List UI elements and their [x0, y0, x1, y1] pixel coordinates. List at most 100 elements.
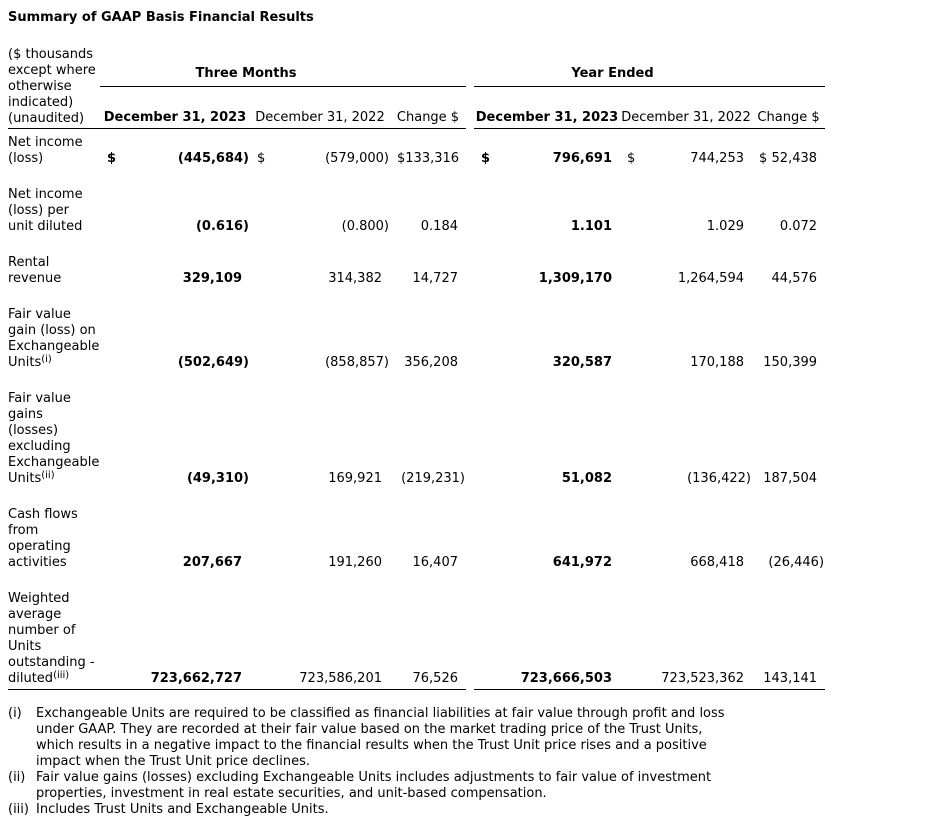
value-text: 191,260 — [328, 555, 382, 570]
value-cell: 169,921 — [250, 371, 390, 487]
footnote-marker: (ii) — [8, 770, 26, 785]
value-cell: (26,446) — [752, 487, 825, 571]
value-text: 170,188 — [690, 355, 744, 370]
value-text: 187,504 — [763, 471, 818, 486]
value-cell: (0.800) — [250, 167, 390, 235]
footnote-marker: (iii) — [8, 802, 29, 817]
column-header-ye-2023: December 31, 2023 — [474, 86, 620, 129]
group-header-three-months: Three Months — [100, 41, 466, 87]
value-cell: 150,399 — [752, 287, 825, 371]
table-row: Cash flows from operating activities 207,… — [8, 487, 825, 571]
value-text: 207,667 — [182, 555, 242, 570]
value-cell: 44,576 — [752, 235, 825, 287]
value-text: 51,082 — [561, 471, 612, 486]
value-text: (502,649) — [177, 355, 249, 370]
value-text: 723,666,503 — [520, 671, 612, 686]
value-cell: 0.072 — [752, 167, 825, 235]
value-text: 723,662,727 — [150, 671, 242, 686]
value-cell: 356,208 — [390, 287, 466, 371]
value-text: (26,446) — [768, 555, 825, 570]
footnote-text: Fair value gains (losses) excluding Exch… — [36, 770, 712, 801]
value-cell: 1,264,594 — [620, 235, 752, 287]
column-header-ye-2022: December 31, 2022 — [620, 86, 752, 129]
column-header-tm-change: Change $ — [390, 86, 466, 129]
value-text: 1.101 — [570, 219, 612, 234]
column-gap — [466, 235, 474, 287]
value-cell: 143,141 — [752, 571, 826, 690]
value-cell: 314,382 — [250, 235, 390, 287]
value-text: 356,208 — [404, 355, 458, 370]
value-text: 796,691 — [552, 151, 612, 166]
row-label: Fair value gain (loss) on Exchangeable U… — [8, 307, 100, 370]
row-label: Net income (loss) — [8, 135, 83, 166]
value-text: (136,422) — [687, 471, 751, 486]
value-cell: 191,260 — [250, 487, 390, 571]
column-gap — [466, 571, 474, 690]
value-text: 329,109 — [182, 271, 242, 286]
column-gap — [466, 129, 474, 168]
page-title: Summary of GAAP Basis Financial Results — [8, 10, 314, 25]
value-text: (0.800) — [341, 219, 389, 234]
footnotes: (i) Exchangeable Units are required to be… — [8, 706, 930, 818]
group-header-year-ended: Year Ended — [474, 41, 826, 87]
currency-symbol: $ — [627, 151, 636, 166]
value-cell: (136,422) — [620, 371, 752, 487]
value-text: (0.616) — [195, 219, 249, 234]
value-cell: 723,586,201 — [250, 571, 390, 690]
row-label: Cash flows from operating activities — [8, 507, 78, 570]
value-cell: $52,438 — [752, 129, 825, 168]
row-label: Weighted average number of Units outstan… — [8, 571, 100, 690]
value-text: 723,523,362 — [661, 671, 744, 686]
value-text: 723,586,201 — [299, 671, 382, 686]
footnote-reference: (iii) — [53, 670, 70, 681]
column-gap — [466, 41, 474, 129]
column-header-ye-change: Change $ — [752, 86, 826, 129]
footnote-reference: (i) — [41, 354, 52, 365]
value-cell: 641,972 — [474, 487, 620, 571]
value-cell: 1.029 — [620, 167, 752, 235]
value-cell: 668,418 — [620, 487, 752, 571]
table-row: Rental revenue 329,109 314,382 14,727 1,309,… — [8, 235, 825, 287]
value-cell: 723,662,727 — [100, 571, 250, 690]
value-text: (858,857) — [325, 355, 389, 370]
value-text: 150,399 — [763, 355, 818, 370]
value-text: 320,587 — [552, 355, 612, 370]
value-cell: 170,188 — [620, 287, 752, 371]
value-text: 641,972 — [552, 555, 612, 570]
value-cell: 51,082 — [474, 371, 620, 487]
value-text: 1.029 — [706, 219, 744, 234]
value-cell: (219,231) — [390, 371, 466, 487]
value-cell: 320,587 — [474, 287, 620, 371]
value-text: 0.184 — [420, 219, 458, 234]
table-row: Net income (loss) per unit diluted (0.616… — [8, 167, 825, 235]
value-text: 169,921 — [328, 471, 382, 486]
value-cell: (502,649) — [100, 287, 250, 371]
value-cell: 76,526 — [390, 571, 466, 690]
value-cell: $ (579,000) — [250, 129, 390, 168]
value-cell: $ (445,684) — [100, 129, 250, 168]
row-label: Fair value gains (losses) excluding Exch… — [8, 391, 100, 486]
currency-symbol: $ — [397, 151, 406, 166]
value-cell: $133,316 — [390, 129, 466, 168]
table-row: Weighted average number of Units outstan… — [8, 571, 826, 690]
value-text: 16,407 — [412, 555, 459, 570]
column-gap — [466, 487, 474, 571]
value-text: 143,141 — [763, 671, 818, 686]
currency-symbol: $ — [481, 151, 491, 166]
column-gap — [466, 287, 474, 371]
value-cell: $796,691 — [474, 129, 620, 168]
currency-symbol: $ — [759, 151, 768, 166]
table-row: Fair value gain (loss) on Exchangeable U… — [8, 287, 825, 371]
value-cell: 1.101 — [474, 167, 620, 235]
footnote: (i) Exchangeable Units are required to be… — [8, 706, 930, 770]
column-header-tm-2023: December 31, 2023 — [100, 86, 250, 129]
value-cell: 187,504 — [752, 371, 825, 487]
footnote: (ii) Fair value gains (losses) excluding … — [8, 770, 930, 802]
table-units-note: ($ thousands except where otherwise indi… — [8, 41, 100, 129]
value-text: (219,231) — [401, 471, 465, 486]
table-body: Net income (loss) $ (445,684) $ (579,000) $13… — [8, 129, 826, 690]
value-text: 1,264,594 — [677, 271, 744, 286]
value-text: 14,727 — [412, 271, 459, 286]
value-text: 0.072 — [779, 219, 818, 234]
value-cell: (49,310) — [100, 371, 250, 487]
